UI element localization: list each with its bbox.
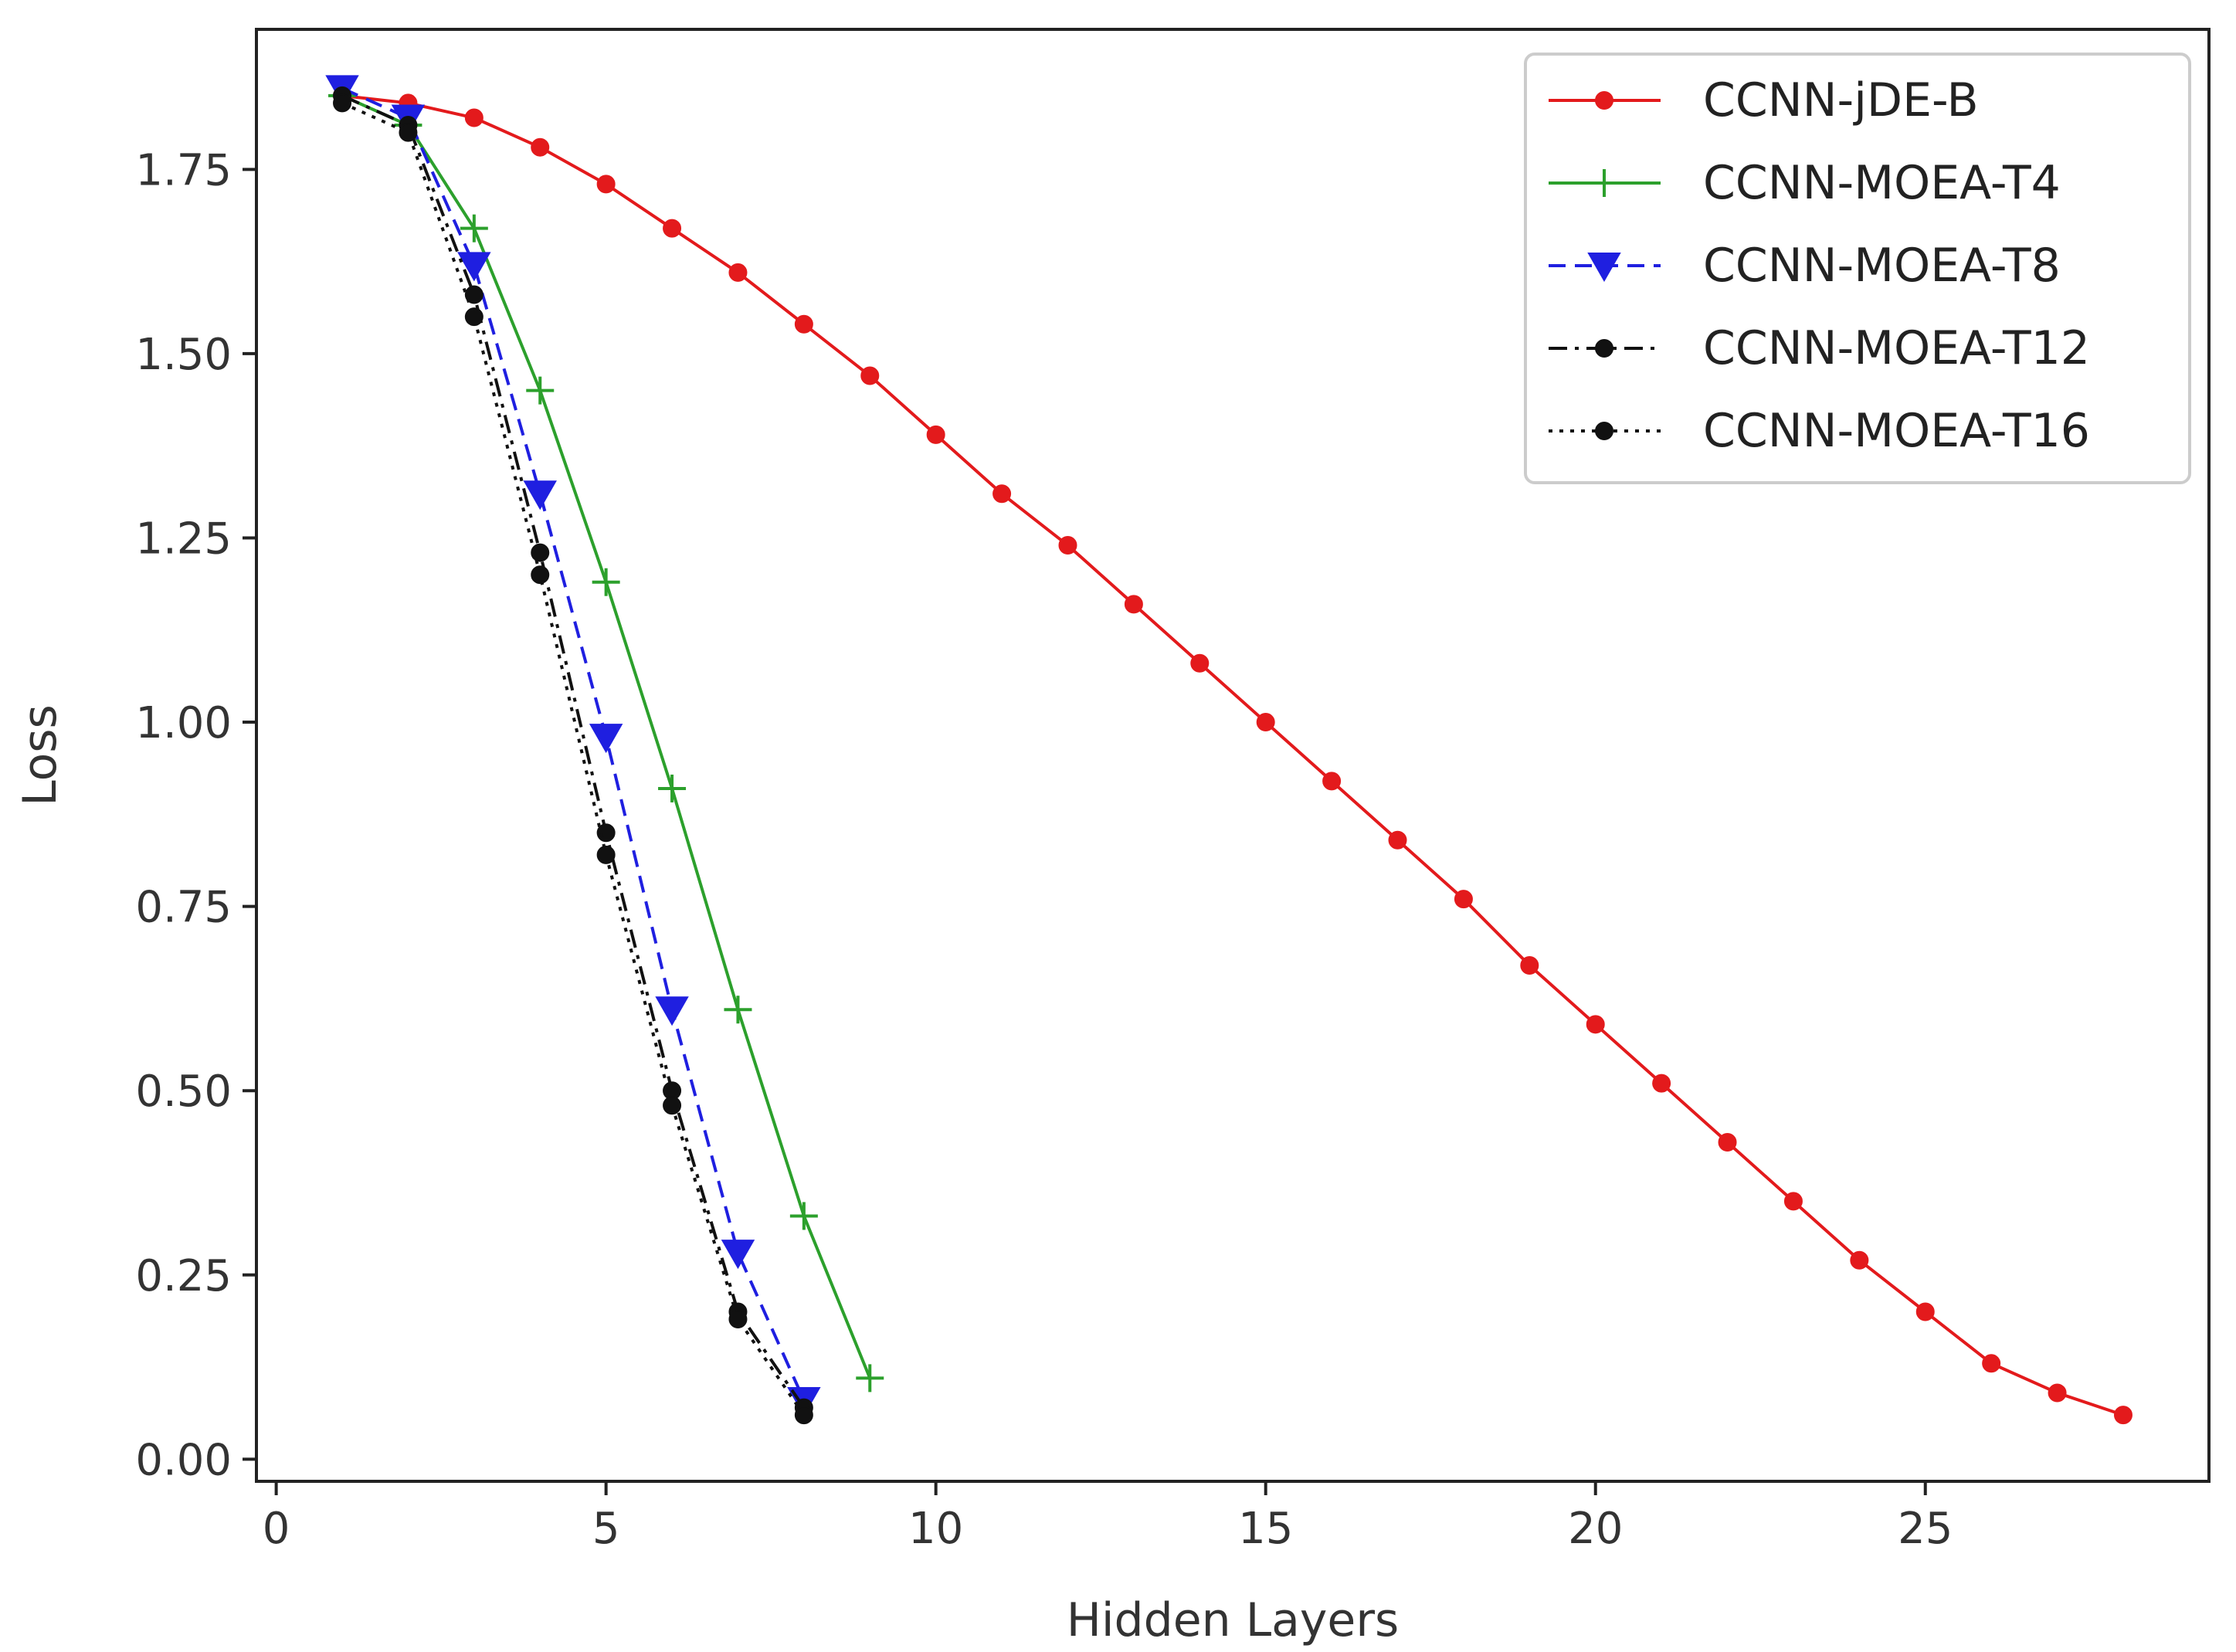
data-point [1850, 1250, 1869, 1270]
y-tick-label: 1.25 [135, 514, 232, 564]
y-tick-label: 1.75 [135, 145, 232, 195]
data-point [860, 366, 880, 385]
data-point [1256, 713, 1275, 732]
series-line [341, 93, 2124, 1417]
data-point [856, 1364, 884, 1392]
x-tick-label: 20 [1568, 1504, 1623, 1554]
data-point [531, 543, 550, 562]
y-tick-label: 1.50 [135, 330, 232, 380]
data-point [596, 823, 616, 843]
legend-item: CCNN-MOEA-T12 [1549, 321, 2090, 375]
series-line [341, 87, 806, 1401]
legend-label: CCNN-MOEA-T8 [1703, 239, 2061, 293]
legend-item: CCNN-MOEA-T16 [1549, 404, 2090, 458]
legend-marker [1595, 339, 1613, 358]
data-point [1322, 772, 1342, 791]
data-point [655, 996, 689, 1026]
x-tick-label: 25 [1898, 1504, 1953, 1554]
data-point [1388, 830, 1407, 850]
legend-marker [1595, 91, 1613, 110]
x-tick-label: 15 [1238, 1504, 1293, 1554]
legend-label: CCNN-MOEA-T4 [1703, 156, 2061, 210]
data-point [992, 484, 1012, 504]
y-tick-label: 1.00 [135, 698, 232, 748]
data-point [794, 1406, 813, 1425]
data-point [596, 175, 616, 194]
plot-frame [255, 28, 2211, 1483]
data-point [789, 1202, 818, 1230]
data-point [531, 565, 550, 585]
y-axis-title: Loss [13, 704, 67, 806]
legend-item: CCNN-jDE-B [1549, 73, 1979, 127]
legend-label: CCNN-jDE-B [1703, 73, 1979, 127]
data-point [794, 314, 813, 334]
data-point [457, 252, 491, 282]
series-line [341, 94, 806, 1409]
data-point [592, 568, 620, 596]
legend-label: CCNN-MOEA-T12 [1703, 321, 2090, 375]
legend-item: CCNN-MOEA-T8 [1549, 239, 2061, 293]
data-point [1124, 595, 1143, 614]
series-line [341, 101, 806, 1416]
data-point [1454, 890, 1473, 909]
y-axis-ticks: 0.00 0.25 0.50 0.75 1.00 1.25 1.50 1.75 [135, 145, 256, 1485]
data-point [926, 425, 945, 444]
legend: CCNN-jDE-B CCNN-MOEA-T4 CCNN-MOEA-T8 CCNN-M… [1524, 53, 2191, 484]
data-point [464, 307, 484, 327]
legend-marker [1590, 169, 1618, 197]
data-point [1982, 1354, 2001, 1373]
data-point [526, 376, 555, 405]
plot-layer [325, 75, 2133, 1425]
data-point [728, 263, 748, 282]
data-point [1783, 1192, 1803, 1211]
x-tick-label: 5 [592, 1504, 620, 1554]
y-tick-label: 0.00 [135, 1435, 232, 1485]
data-point [2048, 1383, 2067, 1403]
x-tick-label: 0 [263, 1504, 290, 1554]
data-point [531, 137, 550, 157]
y-tick-label: 0.50 [135, 1067, 232, 1117]
data-point [464, 285, 484, 304]
data-point [589, 724, 623, 754]
data-point [658, 774, 687, 802]
data-point [663, 219, 682, 238]
data-point [1586, 1015, 1605, 1034]
data-point [596, 845, 616, 864]
y-tick-label: 0.75 [135, 883, 232, 933]
data-point [1718, 1133, 1737, 1152]
legend-marker [1595, 422, 1613, 440]
data-point [1190, 653, 1210, 673]
legend-box [1524, 53, 2191, 484]
x-axis-ticks: 0 5 10 15 20 25 [263, 1481, 1953, 1554]
data-point [333, 93, 352, 113]
legend-label: CCNN-MOEA-T16 [1703, 404, 2090, 458]
data-point [724, 996, 752, 1024]
y-tick-label: 0.25 [135, 1251, 232, 1301]
data-point [1915, 1302, 1935, 1321]
data-point [464, 108, 484, 127]
data-point [2113, 1406, 2133, 1425]
legend-item: CCNN-MOEA-T4 [1549, 156, 2061, 210]
data-point [721, 1240, 755, 1270]
data-point [1058, 536, 1077, 555]
data-point [1520, 955, 1539, 975]
data-point [523, 480, 557, 511]
data-point [728, 1310, 748, 1329]
x-tick-label: 10 [908, 1504, 963, 1554]
series-ccnn-moea-t16 [333, 93, 813, 1425]
legend-marker [1587, 253, 1621, 283]
x-axis-title: Hidden Layers [1067, 1593, 1400, 1647]
data-point [460, 214, 488, 243]
data-point [1652, 1074, 1671, 1093]
data-point [399, 123, 418, 142]
data-point [663, 1096, 682, 1115]
